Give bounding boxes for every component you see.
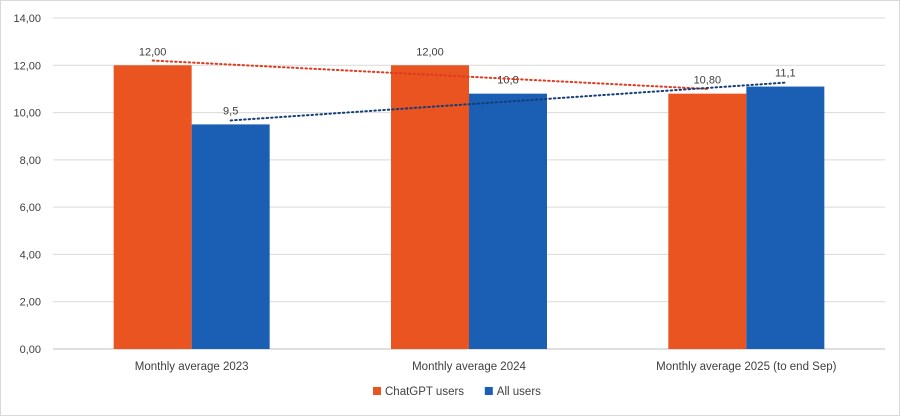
legend-label: ChatGPT users [385, 386, 464, 398]
bar-chatgpt-users [391, 65, 469, 350]
bar-chatgpt-users [113, 65, 192, 350]
y-tick-label: 2,00 [20, 297, 41, 309]
y-tick-label: 4,00 [20, 249, 41, 261]
bar-all-users [469, 93, 547, 350]
data-label: 10,80 [694, 75, 722, 87]
trendline-all-users [229, 81, 787, 122]
data-label: 9,5 [223, 105, 238, 117]
x-tick-label: Monthly average 2025 (to end Sep) [656, 361, 836, 373]
x-tick-label: Monthly average 2023 [135, 361, 249, 373]
bar-all-users [191, 124, 270, 350]
data-label: 11,1 [775, 68, 796, 80]
y-tick-label: 8,00 [20, 155, 41, 167]
y-tick-label: 6,00 [20, 202, 41, 214]
y-tick-label: 12,00 [13, 60, 41, 72]
legend-swatch [484, 387, 493, 395]
legend-label: All users [497, 386, 541, 398]
bar-chatgpt-users [668, 93, 747, 350]
bar-all-users [746, 86, 825, 350]
data-label: 12,00 [139, 46, 167, 58]
y-tick-label: 14,00 [13, 13, 41, 25]
trendline-chatgpt-users [151, 59, 709, 90]
y-tick-label: 10,00 [13, 108, 41, 120]
legend-swatch [373, 387, 381, 395]
y-tick-label: 0,00 [20, 344, 41, 356]
data-label: 10,8 [497, 75, 518, 87]
data-label: 12,00 [416, 46, 444, 58]
x-tick-label: Monthly average 2024 [412, 361, 526, 373]
